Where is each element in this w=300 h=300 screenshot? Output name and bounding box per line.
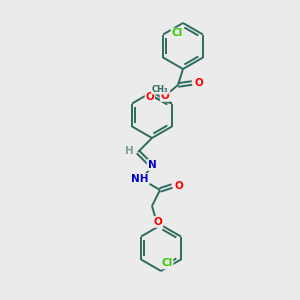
Text: NH: NH (131, 174, 149, 184)
Text: CH₃: CH₃ (152, 85, 168, 94)
Text: Cl: Cl (161, 259, 172, 269)
Text: O: O (195, 78, 203, 88)
Text: O: O (175, 181, 183, 191)
Text: Cl: Cl (172, 28, 183, 38)
Text: O: O (160, 91, 169, 101)
Text: H: H (124, 146, 134, 156)
Text: N: N (148, 160, 156, 170)
Text: O: O (146, 92, 154, 101)
Text: O: O (154, 217, 162, 227)
